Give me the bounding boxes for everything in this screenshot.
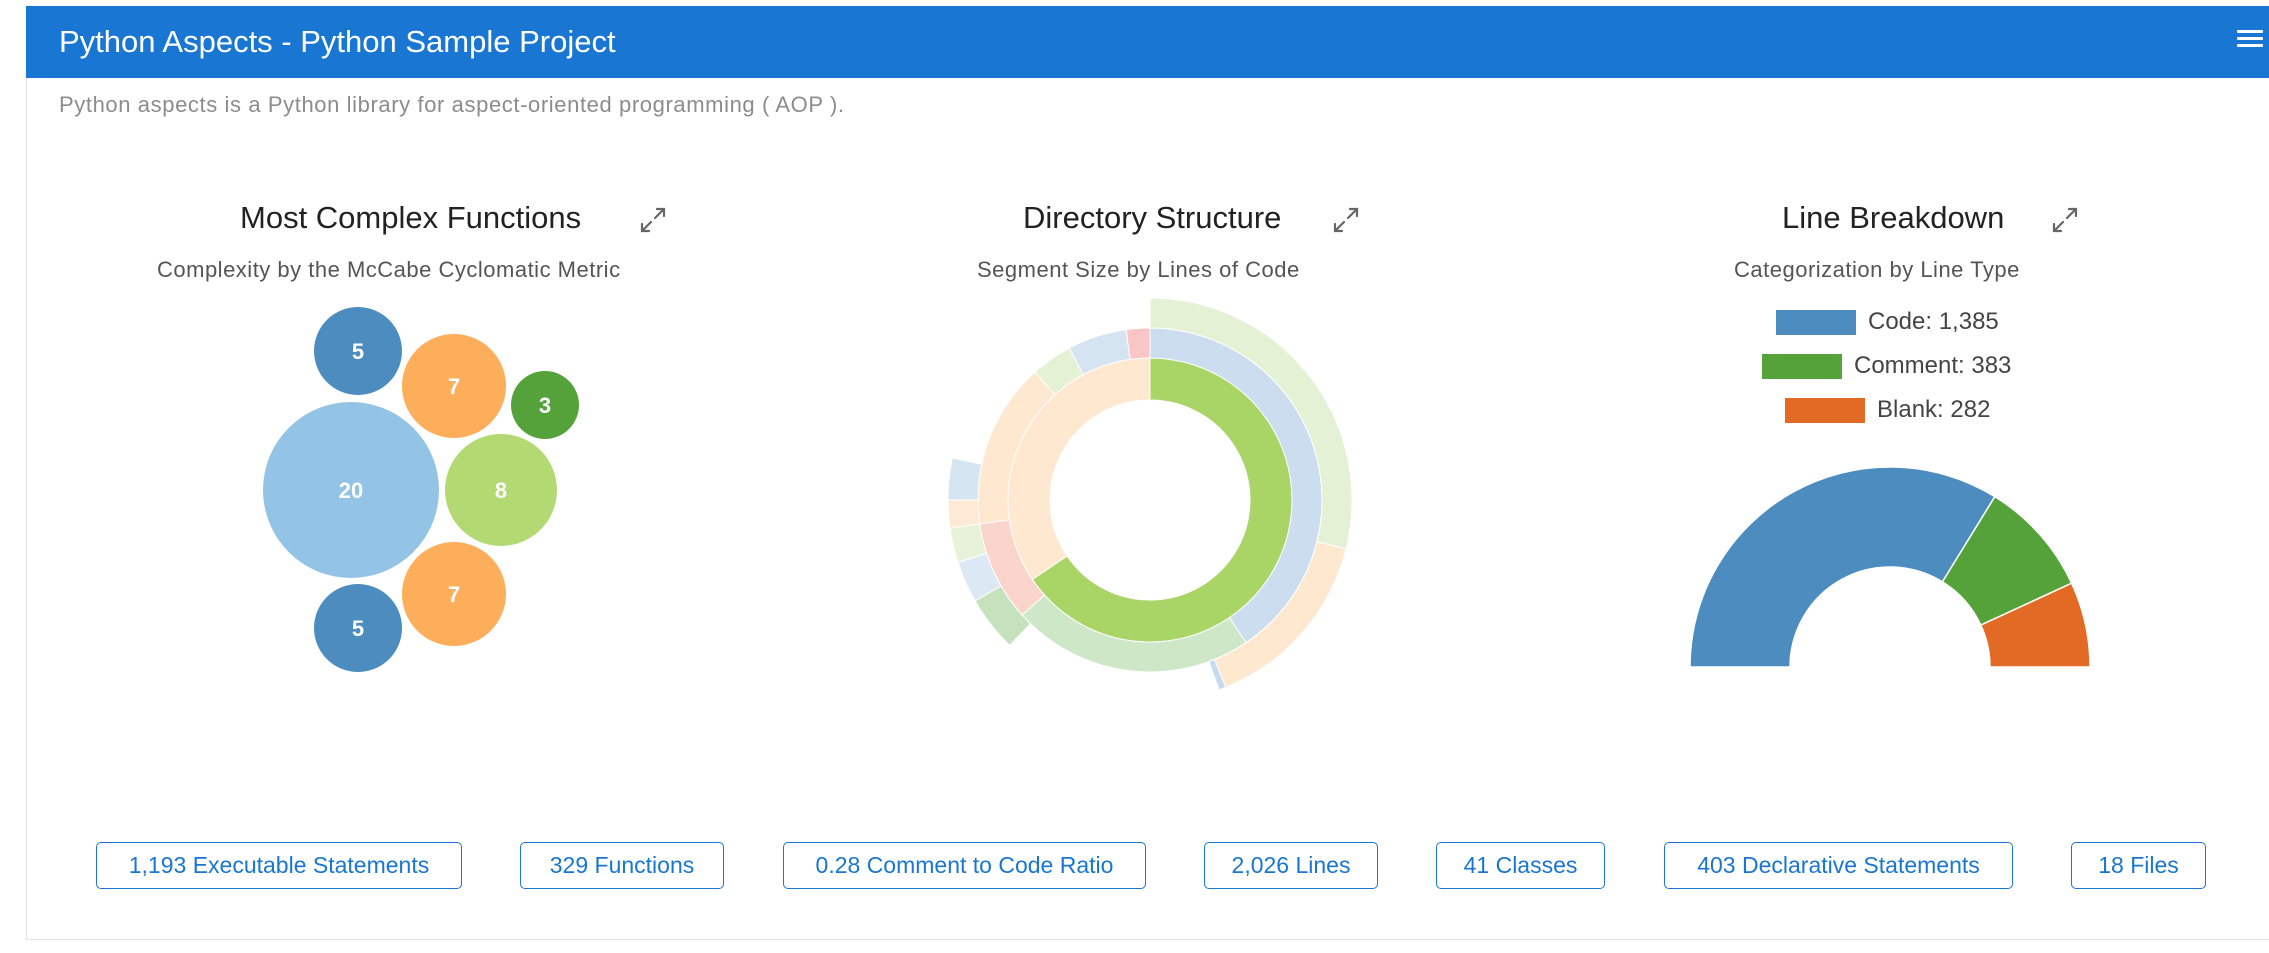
page-title: Python Aspects - Python Sample Project [59, 24, 616, 59]
bubble-label: 8 [495, 478, 507, 503]
stat-files[interactable]: 18 Files [2071, 842, 2206, 889]
legend-comment: Comment: 383 [1762, 351, 2011, 381]
legend-code: Code: 1,385 [1776, 307, 1999, 337]
legend-label: Comment: 383 [1854, 352, 2012, 379]
bubble[interactable] [402, 542, 506, 646]
legend-swatch [1785, 397, 1865, 423]
bubble-label: 3 [539, 393, 551, 418]
complex-functions-subtitle: Complexity by the McCabe Cyclomatic Metr… [157, 257, 621, 282]
pie-slice[interactable] [1979, 582, 2091, 668]
legend-label: Blank: 282 [1877, 396, 1991, 423]
stat-comment-ratio[interactable]: 0.28 Comment to Code Ratio [783, 842, 1146, 889]
line-breakdown-title: Line Breakdown [1782, 200, 2005, 235]
bubble-label: 20 [339, 478, 363, 503]
legend-swatch [1776, 309, 1856, 335]
expand-icon[interactable] [2051, 206, 2079, 234]
header-bar: Python Aspects - Python Sample Project [26, 6, 2269, 78]
line-breakdown-subtitle: Categorization by Line Type [1734, 257, 2020, 282]
expand-icon[interactable] [639, 206, 667, 234]
bubble-label: 7 [448, 582, 460, 607]
bubble-label: 5 [352, 616, 364, 641]
bubble[interactable] [402, 334, 506, 438]
stat-declarative-statements[interactable]: 403 Declarative Statements [1664, 842, 2013, 889]
bubble[interactable] [263, 402, 439, 578]
pie-slice[interactable] [1689, 466, 1996, 668]
directory-structure-subtitle: Segment Size by Lines of Code [977, 257, 1300, 282]
sunburst-segment[interactable] [1125, 327, 1151, 360]
hamburger-menu-icon[interactable] [2237, 30, 2263, 54]
legend-swatch [1762, 353, 1842, 379]
bubble[interactable] [314, 584, 402, 672]
stat-lines[interactable]: 2,026 Lines [1204, 842, 1378, 889]
bubble-label: 7 [448, 374, 460, 399]
stat-executable-statements[interactable]: 1,193 Executable Statements [96, 842, 462, 889]
project-description: Python aspects is a Python library for a… [59, 92, 845, 117]
bubble[interactable] [314, 307, 402, 395]
bubble-label: 5 [352, 339, 364, 364]
sunburst-segment[interactable] [1208, 658, 1227, 691]
directory-structure-title: Directory Structure [1023, 200, 1282, 235]
legend-blank: Blank: 282 [1785, 395, 1990, 425]
stat-functions[interactable]: 329 Functions [520, 842, 724, 889]
bubble[interactable] [511, 371, 579, 439]
stat-classes[interactable]: 41 Classes [1436, 842, 1605, 889]
complex-functions-title: Most Complex Functions [240, 200, 582, 235]
legend-label: Code: 1,385 [1868, 308, 1999, 335]
sunburst-segment[interactable] [947, 457, 983, 501]
bubble[interactable] [445, 434, 557, 546]
expand-icon[interactable] [1332, 206, 1360, 234]
